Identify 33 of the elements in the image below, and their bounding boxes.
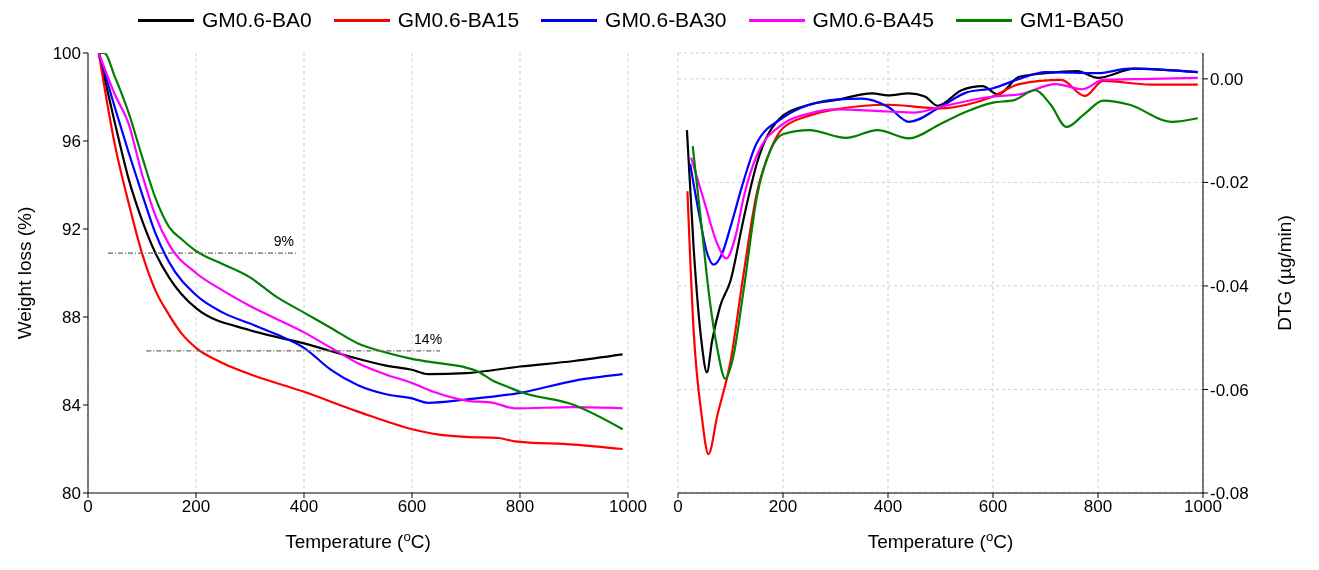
y-tick-label: -0.04 [1210, 276, 1249, 296]
x-tick-label: 200 [181, 497, 211, 517]
y-tick-label: 80 [62, 484, 81, 504]
annotation: 14% [414, 330, 443, 347]
x-tick-label: 1000 [609, 497, 647, 517]
x-axis-title: Temperature ($^{o}$C) [285, 528, 431, 552]
x-tick-label: 0 [83, 497, 93, 517]
legend-label: GM1-BA50 [1019, 8, 1124, 32]
x-tick-label: 0 [673, 497, 683, 517]
y-tick-label: 100 [52, 44, 81, 64]
legend-label: GM0.6-BA15 [397, 8, 520, 32]
y-tick-label: 84 [62, 396, 81, 416]
x-tick-label: 600 [397, 497, 427, 517]
x-tick-label: 800 [505, 497, 535, 517]
x-tick-label: 400 [873, 497, 903, 517]
y-tick-label: 0.00 [1210, 69, 1244, 89]
x-tick-label: 800 [1083, 497, 1113, 517]
legend-label: GM0.6-BA0 [202, 8, 312, 32]
line-series [686, 78, 1199, 456]
y-tick-label: -0.06 [1210, 380, 1249, 400]
y-tick-label: 96 [62, 132, 81, 152]
y-tick-label: 88 [62, 308, 81, 328]
annotation: 9% [273, 233, 295, 250]
legend-label: GM0.6-BA45 [812, 8, 934, 32]
y-axis-title: Weight loss (%) [14, 206, 35, 340]
y-tick-label: 92 [62, 220, 81, 240]
x-axis-title: Temperature ($^{o}$C) [867, 528, 1014, 552]
legend-label: GM0.6-BA30 [605, 8, 727, 32]
x-tick-label: 200 [768, 497, 798, 517]
x-tick-label: 400 [289, 497, 319, 517]
y-tick-label: -0.02 [1210, 173, 1249, 193]
y-axis-title: DTG (µg/min) [1274, 215, 1295, 331]
x-tick-label: 600 [978, 497, 1008, 517]
